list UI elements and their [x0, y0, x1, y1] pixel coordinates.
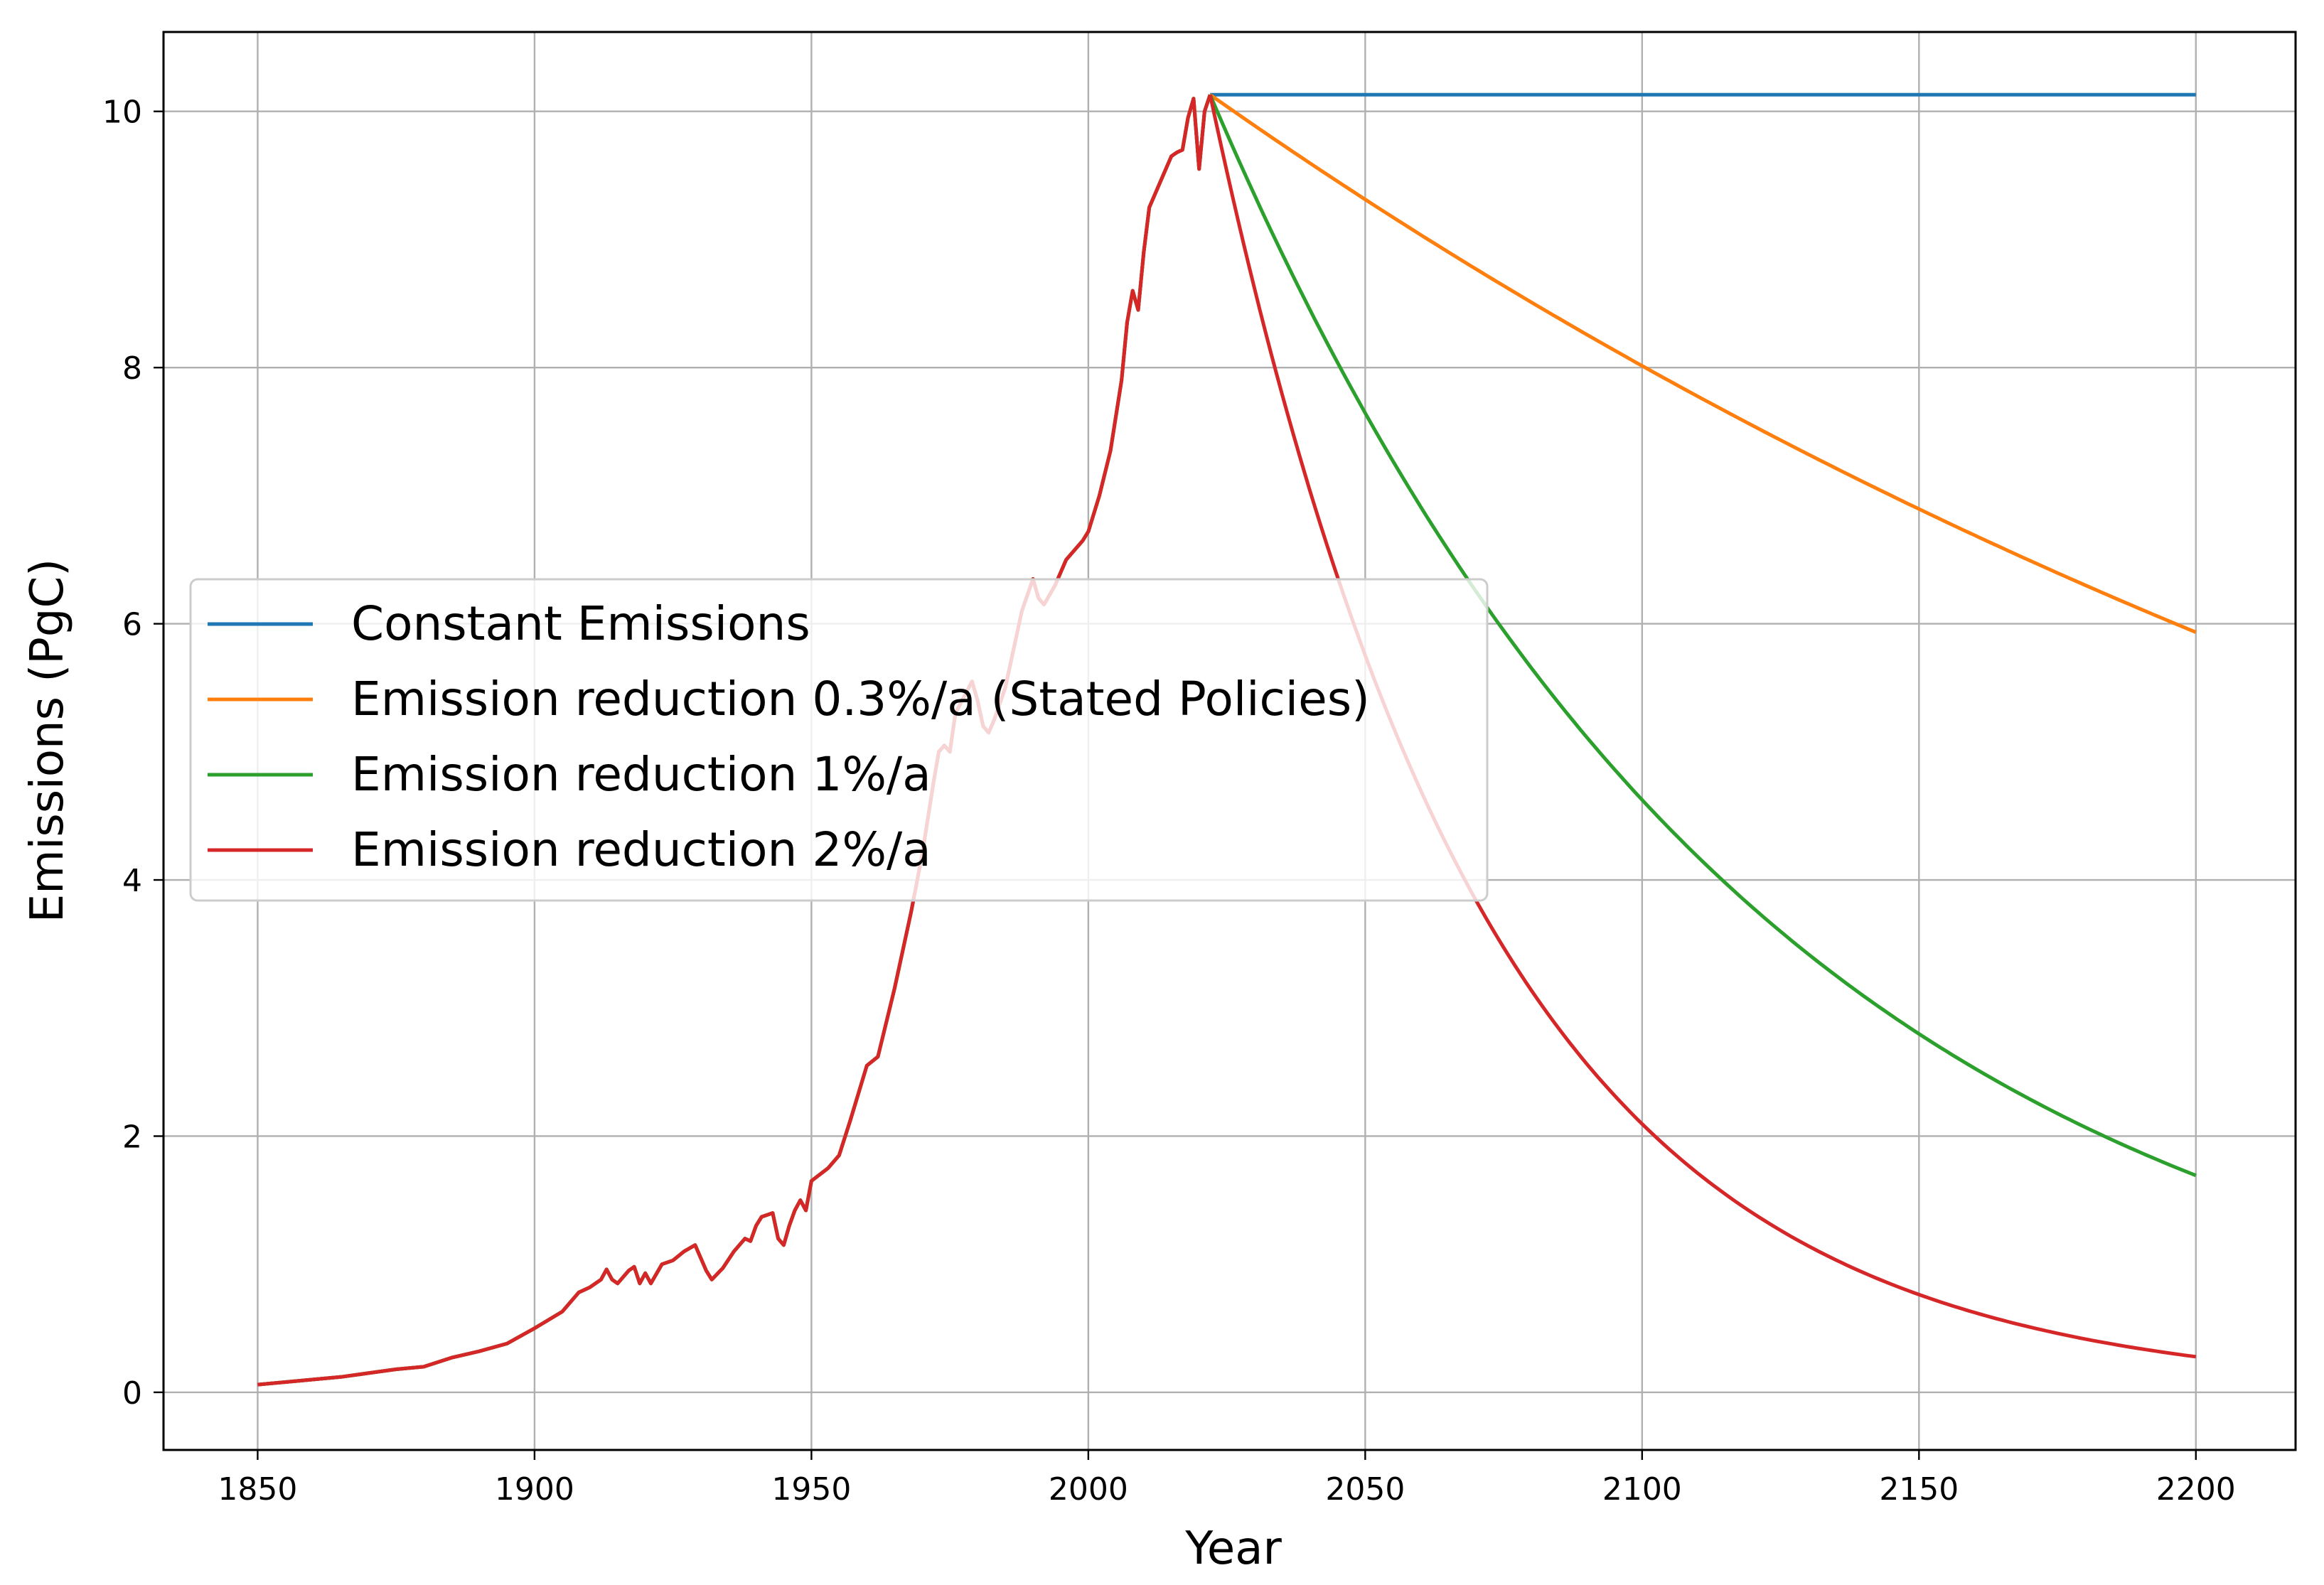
x-tick-label: 2200	[2156, 1471, 2236, 1508]
legend-label: Emission reduction 0.3%/a (Stated Polici…	[351, 672, 1370, 726]
x-tick-label: 1900	[495, 1471, 574, 1508]
axis-ticks: 1850 1900 1950 2000 2050 2100 2150 2200 0 2 4 6 8 10	[102, 95, 2236, 1508]
plot-frame	[162, 31, 2297, 1451]
legend-label: Constant Emissions	[351, 596, 810, 651]
y-tick-label: 6	[122, 607, 142, 643]
x-tick-label: 2000	[1049, 1471, 1128, 1508]
y-axis-label: Emissions (PgC)	[21, 559, 74, 923]
series-projection-line-3	[1208, 94, 2197, 1178]
x-axis-label: Year	[1184, 1522, 1282, 1575]
legend-frame	[189, 578, 1489, 902]
x-tick-label: 2150	[1879, 1471, 1959, 1508]
series-historical-line-4	[257, 94, 1212, 1387]
legend: Constant Emissions Emission reduction 0.3…	[189, 578, 1489, 902]
legend-label: Emission reduction 2%/a	[351, 822, 931, 877]
series-projection-line-2	[1209, 93, 2197, 634]
x-tick-label: 1850	[218, 1471, 297, 1508]
y-tick-label: 8	[122, 350, 142, 387]
x-tick-label: 1950	[771, 1471, 851, 1508]
x-tick-label: 2100	[1602, 1471, 1682, 1508]
x-tick-label: 2050	[1325, 1471, 1405, 1508]
y-tick-label: 10	[102, 95, 142, 131]
legend-label: Emission reduction 1%/a	[351, 747, 931, 802]
y-tick-label: 0	[122, 1375, 142, 1412]
y-tick-label: 4	[122, 863, 142, 899]
y-tick-label: 2	[122, 1119, 142, 1155]
